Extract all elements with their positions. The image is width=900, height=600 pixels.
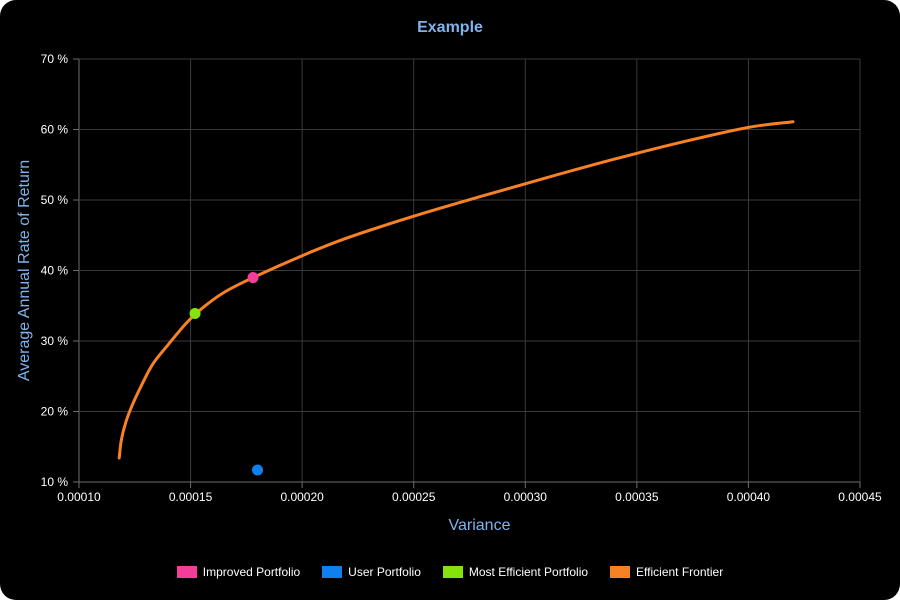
x-tick-label: 0.00030 xyxy=(504,490,548,504)
legend-swatch xyxy=(442,566,463,578)
chart-title: Example xyxy=(417,19,483,36)
x-tick-label: 0.00010 xyxy=(57,490,101,504)
legend: Improved Portfolio User Portfolio Most Eff… xyxy=(0,565,900,579)
y-axis-title: Average Annual Rate of Return xyxy=(16,160,33,381)
x-tick-label: 0.00025 xyxy=(392,490,436,504)
x-tick-label: 0.00015 xyxy=(169,490,213,504)
legend-label: Most Efficient Portfolio xyxy=(468,565,589,579)
y-tick-label: 10 % xyxy=(41,475,69,489)
x-tick-label: 0.00040 xyxy=(727,490,771,504)
legend-item-improved-portfolio[interactable]: Improved Portfolio xyxy=(176,565,301,579)
x-tick-label: 0.00035 xyxy=(615,490,659,504)
y-tick-label: 20 % xyxy=(41,405,69,419)
x-axis-title: Variance xyxy=(449,517,511,534)
legend-label: Efficient Frontier xyxy=(636,565,724,579)
legend-item-efficient-frontier[interactable]: Efficient Frontier xyxy=(610,565,723,579)
y-tick-label: 40 % xyxy=(41,264,69,278)
y-tick-label: 70 % xyxy=(41,52,69,66)
user-portfolio-point[interactable] xyxy=(252,464,264,476)
legend-swatch xyxy=(176,566,197,578)
legend-item-user-portfolio[interactable]: User Portfolio xyxy=(322,565,421,579)
legend-item-most-efficient-portfolio[interactable]: Most Efficient Portfolio xyxy=(442,565,589,579)
efficient-frontier-line[interactable] xyxy=(117,120,795,460)
improved-portfolio-point[interactable] xyxy=(247,272,259,284)
legend-label: Improved Portfolio xyxy=(202,565,301,579)
y-tick-label: 30 % xyxy=(41,334,69,348)
x-tick-label: 0.00020 xyxy=(280,490,324,504)
y-tick-label: 60 % xyxy=(41,123,69,137)
legend-label: User Portfolio xyxy=(348,565,421,579)
most-efficient-portfolio-point[interactable] xyxy=(189,308,201,320)
y-tick-label: 50 % xyxy=(41,193,69,207)
legend-swatch xyxy=(322,566,343,578)
x-tick-label: 0.00045 xyxy=(838,490,882,504)
legend-swatch xyxy=(610,566,631,578)
